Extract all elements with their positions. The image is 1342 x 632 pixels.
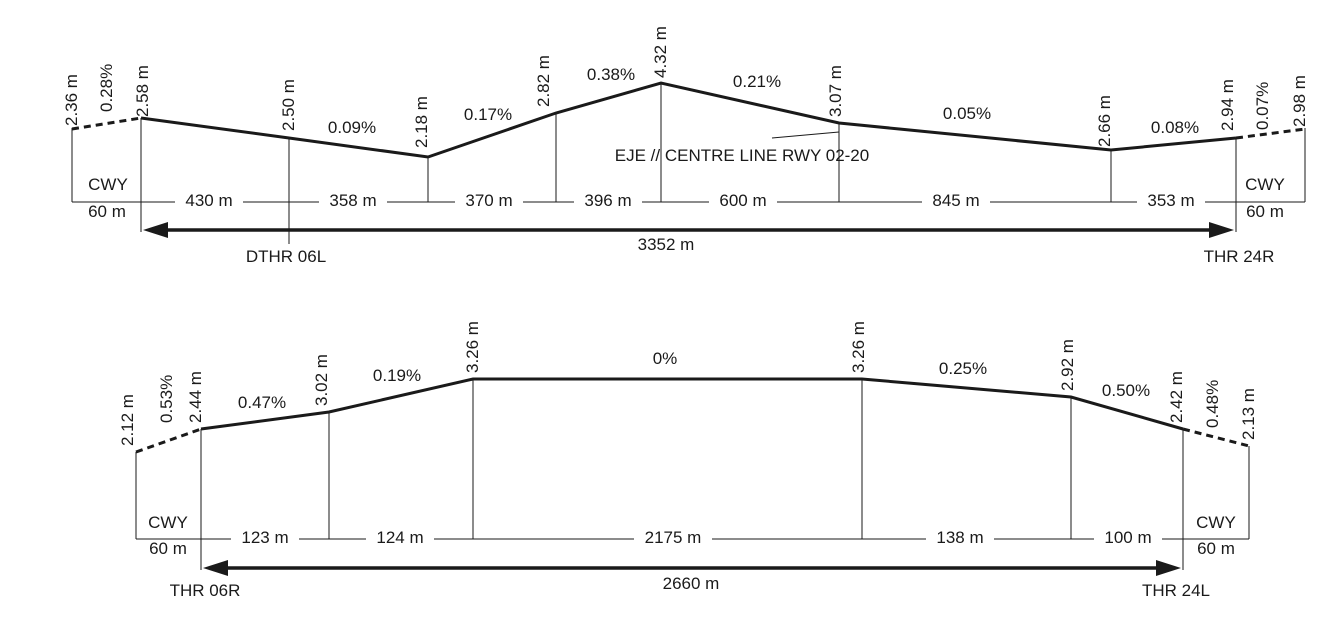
elevation-label: 2.18 m <box>412 96 431 148</box>
elevation-label: 2.58 m <box>133 65 152 117</box>
segment-length: 370 m <box>465 191 512 210</box>
arrowhead-left <box>203 560 228 576</box>
elevation-label: 3.26 m <box>463 321 482 373</box>
profile-line <box>200 377 1184 431</box>
centre-line-leader <box>771 131 840 139</box>
segment-label-bg <box>231 527 299 549</box>
profile-rwy-02-20: 2.36 m 0.28% 2.58 m 2.50 m 2.18 m 2.82 m… <box>62 26 1309 266</box>
segment-label-bg <box>922 190 990 212</box>
cwy-length: 60 m <box>1197 539 1235 558</box>
segment-label-bg <box>319 190 387 212</box>
elevation-label: 2.98 m <box>1290 75 1309 127</box>
segment-length: 396 m <box>584 191 631 210</box>
segment-label-bg <box>634 527 712 549</box>
slope-label: 0.48% <box>1203 380 1222 428</box>
cwy-label: CWY <box>88 175 128 194</box>
elevation-label: 2.13 m <box>1239 388 1258 440</box>
segment-label-bg <box>1137 190 1205 212</box>
slope-label: 0.19% <box>373 366 421 385</box>
elevation-label: 2.42 m <box>1167 371 1186 423</box>
left-cwy-profile <box>71 116 142 131</box>
slope-label: 0.17% <box>464 105 512 124</box>
arrowhead-right <box>1209 222 1234 238</box>
slope-label: 0.05% <box>943 104 991 123</box>
elevation-label: 4.32 m <box>651 26 670 78</box>
segment-label-bg <box>1094 527 1162 549</box>
elevation-label: 3.26 m <box>849 321 868 373</box>
segment-length: 100 m <box>1104 528 1151 547</box>
slope-label: 0.38% <box>587 65 635 84</box>
slope-label: 0.28% <box>97 64 116 112</box>
elevation-label: 2.82 m <box>534 55 553 107</box>
profile-line <box>140 81 1237 159</box>
cwy-length: 60 m <box>149 539 187 558</box>
slope-label: 0.53% <box>157 375 176 423</box>
elevation-label: 3.07 m <box>826 65 845 117</box>
slope-label: 0.47% <box>238 393 286 412</box>
total-length: 3352 m <box>638 235 695 254</box>
elevation-label: 2.36 m <box>62 74 81 126</box>
segment-length: 600 m <box>719 191 766 210</box>
slope-label: 0.50% <box>1102 381 1150 400</box>
segment-length: 2175 m <box>645 528 702 547</box>
arrowhead-left <box>143 222 168 238</box>
elevation-label: 2.12 m <box>118 394 137 446</box>
segment-length: 430 m <box>185 191 232 210</box>
segment-length: 358 m <box>329 191 376 210</box>
segment-label-bg <box>709 190 777 212</box>
threshold-label: DTHR 06L <box>246 247 326 266</box>
centre-line-label: EJE // CENTRE LINE RWY 02-20 <box>615 146 869 165</box>
segment-label-bg <box>455 190 523 212</box>
left-cwy-profile <box>135 427 202 454</box>
segment-label-bg <box>926 527 994 549</box>
arrowhead-right <box>1156 560 1181 576</box>
slope-label: 0.21% <box>733 72 781 91</box>
slope-label: 0.09% <box>328 118 376 137</box>
segment-label-bg <box>175 190 243 212</box>
slope-label: 0.25% <box>939 359 987 378</box>
segment-label-bg <box>366 527 434 549</box>
segment-label-bg <box>574 190 642 212</box>
cwy-length: 60 m <box>1246 202 1284 221</box>
elevation-label: 2.50 m <box>279 79 298 131</box>
segment-length: 353 m <box>1147 191 1194 210</box>
slope-label: 0.08% <box>1151 118 1199 137</box>
segment-length: 138 m <box>936 528 983 547</box>
profile-rwy-06r-24l: 2.12 m 0.53% 2.44 m 3.02 m 3.26 m 3.26 m… <box>118 321 1258 600</box>
threshold-label: THR 24L <box>1142 581 1210 600</box>
cwy-label: CWY <box>148 513 188 532</box>
slope-label: 0% <box>653 349 678 368</box>
elevation-label: 2.92 m <box>1058 339 1077 391</box>
cwy-length: 60 m <box>88 202 126 221</box>
elevation-label: 2.94 m <box>1218 79 1237 131</box>
cwy-label: CWY <box>1245 175 1285 194</box>
threshold-label: THR 06R <box>170 581 241 600</box>
elevation-label: 2.44 m <box>186 371 205 423</box>
cwy-label: CWY <box>1196 513 1236 532</box>
total-length: 2660 m <box>663 574 720 593</box>
elevation-label: 3.02 m <box>312 354 331 406</box>
elevation-label: 2.66 m <box>1095 95 1114 147</box>
slope-label: 0.07% <box>1253 82 1272 130</box>
threshold-label: THR 24R <box>1204 247 1275 266</box>
segment-length: 124 m <box>376 528 423 547</box>
segment-length: 123 m <box>241 528 288 547</box>
segment-length: 845 m <box>932 191 979 210</box>
